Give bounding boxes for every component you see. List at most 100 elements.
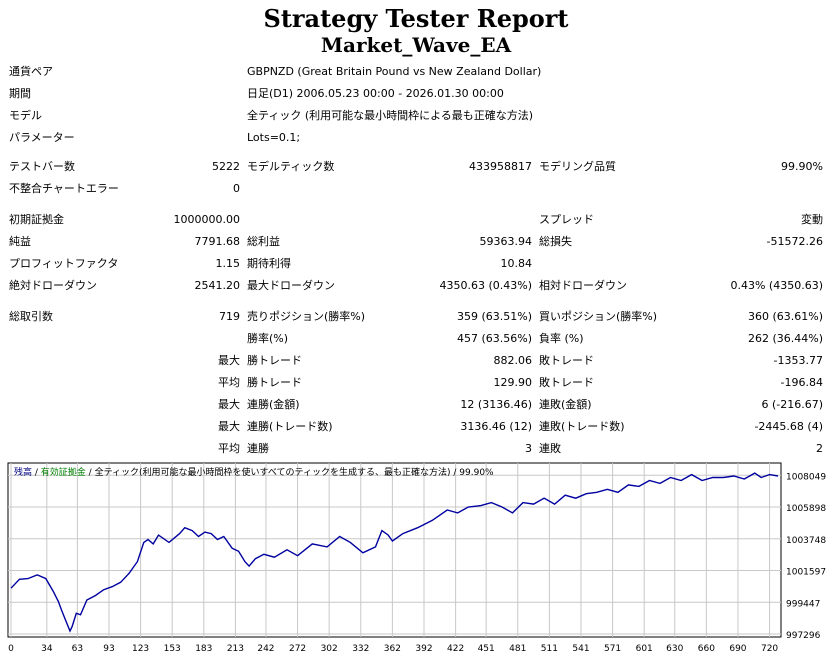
- avg-win-label: 勝トレード: [247, 376, 302, 389]
- ticks-value: 433958817: [469, 160, 532, 173]
- y-tick-label: 997296: [786, 631, 821, 641]
- max-cons-amount-row: 最大 連勝(トレード数) 3136.46 (12) 連敗(トレード数) -244…: [0, 418, 832, 436]
- avg-cons-row: 平均 連勝 3 連敗 2: [0, 440, 832, 458]
- params-row: パラメーター Lots=0.1;: [0, 129, 832, 147]
- rel-dd-label: 相対ドローダウン: [539, 279, 627, 292]
- x-tick-label: 93: [103, 644, 114, 654]
- pf-row: プロフィットファクタ 1.15 期待利得 10.84: [0, 255, 832, 273]
- symbol-row: 通貨ペア GBPNZD (Great Britain Pound vs New …: [0, 63, 832, 81]
- max-dd-value: 4350.63 (0.43%): [439, 279, 532, 292]
- x-tick-label: 272: [289, 644, 306, 654]
- x-tick-label: 0: [8, 644, 14, 654]
- x-tick-label: 183: [195, 644, 212, 654]
- bars-label: テストバー数: [9, 160, 75, 173]
- max-cons-loss-label: 連敗(金額): [539, 398, 592, 411]
- x-tick-label: 571: [604, 644, 621, 654]
- mismatch-value: 0: [233, 182, 240, 195]
- period-value: 日足(D1) 2006.05.23 00:00 - 2026.01.30 00:…: [247, 87, 504, 100]
- max-cons-win-value: 12 (3136.46): [460, 398, 532, 411]
- abs-dd-value: 2541.20: [194, 279, 241, 292]
- max-cons-win-label: 連勝(金額): [247, 398, 300, 411]
- legend-sep-1: /: [32, 468, 41, 478]
- y-tick-label: 1001597: [786, 568, 826, 578]
- max-cons-lossamt-label: 連敗(トレード数): [539, 420, 625, 433]
- legend-sep-2: /: [85, 468, 95, 478]
- net-value: 7791.68: [194, 235, 241, 248]
- x-tick-label: 541: [572, 644, 589, 654]
- period-row: 期間 日足(D1) 2006.05.23 00:00 - 2026.01.30 …: [0, 85, 832, 103]
- balance-chart-svg: 997296 999447 1001597 1003748 1005898 1008049…: [7, 462, 826, 654]
- x-tick-label: 720: [761, 644, 778, 654]
- largest-row: 最大 勝トレード 882.06 敗トレード -1353.77: [0, 352, 832, 370]
- bars-value: 5222: [212, 160, 240, 173]
- gross-profit-label: 総利益: [247, 235, 280, 248]
- deposit-row: 初期証拠金 1000000.00 スプレッド 変動: [0, 211, 832, 229]
- avg-cons-loss-value: 2: [816, 442, 823, 455]
- balance-line: [10, 472, 779, 633]
- mismatch-label: 不整合チャートエラー: [9, 182, 119, 195]
- deposit-value: 1000000.00: [173, 213, 240, 226]
- abs-dd-label: 絶対ドローダウン: [9, 279, 97, 292]
- y-tick-label: 1008049: [786, 472, 826, 482]
- bars-row: テストバー数 5222 モデルティック数 433958817 モデリング品質 9…: [0, 158, 832, 176]
- period-label: 期間: [9, 87, 31, 100]
- symbol-label: 通貨ペア: [9, 65, 53, 78]
- avg-cons-win-label: 連勝: [247, 442, 269, 455]
- x-tick-label: 422: [447, 644, 464, 654]
- x-tick-label: 213: [227, 644, 244, 654]
- chart-legend: 残高 / 有効証拠金 / 全ティック(利用可能な最小時間枠を使いすべてのティック…: [14, 465, 494, 478]
- loss-label: 負率 (%): [539, 332, 584, 345]
- win-value: 457 (63.56%): [456, 332, 532, 345]
- mismatch-row: 不整合チャートエラー 0: [0, 180, 832, 198]
- x-tick-label: 302: [321, 644, 338, 654]
- win-label: 勝率(%): [247, 332, 289, 345]
- x-tick-label: 690: [729, 644, 746, 654]
- gross-profit-value: 59363.94: [479, 235, 533, 248]
- max-cons-lossamt-value: -2445.68 (4): [754, 420, 823, 433]
- report-subtitle: Market_Wave_EA: [320, 33, 512, 57]
- legend-sep-3: /: [450, 468, 460, 478]
- avg-cons-win-value: 3: [525, 442, 532, 455]
- x-tick-label: 511: [541, 644, 558, 654]
- y-tick-label: 999447: [786, 599, 820, 609]
- symbol-value: GBPNZD (Great Britain Pound vs New Zeala…: [247, 65, 542, 78]
- x-tick-label: 392: [415, 644, 432, 654]
- x-tick-label: 630: [666, 644, 683, 654]
- short-label: 売りポジション(勝率%): [247, 310, 366, 323]
- y-tick-label: 1003748: [786, 536, 826, 546]
- model-value: 全ティック (利用可能な最小時間枠による最も正確な方法): [247, 109, 534, 122]
- avg-cons-loss-label: 連敗: [539, 442, 561, 455]
- y-tick-label: 1005898: [786, 504, 826, 514]
- quality-label: モデリング品質: [539, 160, 616, 173]
- spread-value: 変動: [801, 213, 823, 226]
- trades-value: 719: [219, 310, 240, 323]
- dd-row: 絶対ドローダウン 2541.20 最大ドローダウン 4350.63 (0.43%…: [0, 277, 832, 295]
- x-tick-label: 362: [384, 644, 401, 654]
- x-tick-label: 451: [478, 644, 495, 654]
- report-title: Strategy Tester Report: [263, 4, 569, 33]
- loss-value: 262 (36.44%): [747, 332, 823, 345]
- x-tick-label: 481: [509, 644, 526, 654]
- balance-chart: 997296 999447 1001597 1003748 1005898 1008049…: [7, 462, 829, 662]
- long-value: 360 (63.61%): [747, 310, 823, 323]
- x-tick-label: 242: [257, 644, 274, 654]
- params-label: パラメーター: [9, 131, 75, 144]
- max-cons-amount-prefix: 最大: [218, 420, 240, 433]
- average-row: 平均 勝トレード 129.90 敗トレード -196.84: [0, 374, 832, 392]
- rel-dd-value: 0.43% (4350.63): [730, 279, 823, 292]
- trades-row: 総取引数 719 売りポジション(勝率%) 359 (63.51%) 買いポジシ…: [0, 308, 832, 326]
- legend-quality: 99.90%: [459, 468, 494, 478]
- max-cons-profit-value: 3136.46 (12): [460, 420, 532, 433]
- gross-loss-value: -51572.26: [766, 235, 823, 248]
- max-cons-loss-value: 6 (-216.67): [761, 398, 823, 411]
- deposit-label: 初期証拠金: [9, 213, 64, 226]
- avg-win-value: 129.90: [493, 376, 533, 389]
- max-cons-profit-label: 連勝(トレード数): [247, 420, 333, 433]
- average-prefix: 平均: [218, 376, 240, 389]
- gross-loss-label: 総損失: [539, 235, 572, 248]
- net-label: 純益: [9, 235, 31, 248]
- largest-loss-label: 敗トレード: [539, 354, 594, 367]
- x-tick-label: 332: [352, 644, 369, 654]
- trades-label: 総取引数: [9, 310, 53, 323]
- avg-cons-prefix: 平均: [218, 442, 240, 455]
